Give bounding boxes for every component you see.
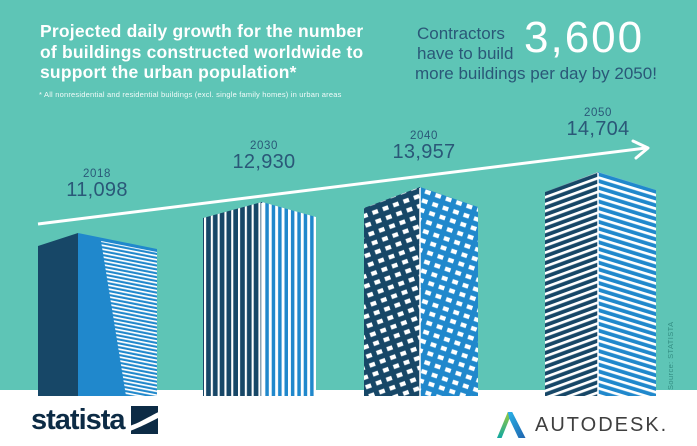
building-2040 [364,187,478,396]
building-2050 [545,172,656,396]
data-point-year: 2040 [410,130,438,142]
autodesk-a-icon [497,412,526,438]
data-point-value: 12,930 [232,151,296,173]
callout-line-2: have to build [417,44,514,63]
data-point-value: 11,098 [66,179,128,201]
data-point-year: 2018 [83,168,111,180]
data-point-year: 2030 [250,140,278,152]
data-point-year: 2050 [584,107,612,119]
footnote: * All nonresidential and residential bui… [39,90,342,99]
callout-big-number: 3,600 [524,13,645,62]
data-point-2018: 2018 11,098 [27,168,167,201]
source-note: Source: STATISTA [666,321,675,391]
data-point-2030: 2030 12,930 [194,140,334,173]
autodesk-logo: AUTODESK. [497,412,668,438]
data-point-2050: 2050 14,704 [528,107,668,140]
data-point-2040: 2040 13,957 [354,130,494,163]
callout-line-1: Contractors [417,24,505,43]
statista-logo: statista [31,405,158,435]
statista-wordmark: statista [31,404,126,436]
title-line-1: Projected daily growth for the number [40,21,364,41]
building-2030 [203,202,316,396]
autodesk-wordmark: AUTODESK. [535,414,669,436]
title-line-3: support the urban population* [40,62,297,82]
data-point-value: 14,704 [566,118,630,140]
data-point-value: 13,957 [392,141,456,163]
title-line-2: of buildings constructed worldwide to [40,41,364,62]
callout-line-3: more buildings per day by 2050! [415,64,657,83]
growth-arrow-icon [37,139,650,226]
building-2018 [38,233,157,396]
statista-swoosh-icon [130,406,158,434]
page-title: Projected daily growth for the number of… [40,21,363,83]
